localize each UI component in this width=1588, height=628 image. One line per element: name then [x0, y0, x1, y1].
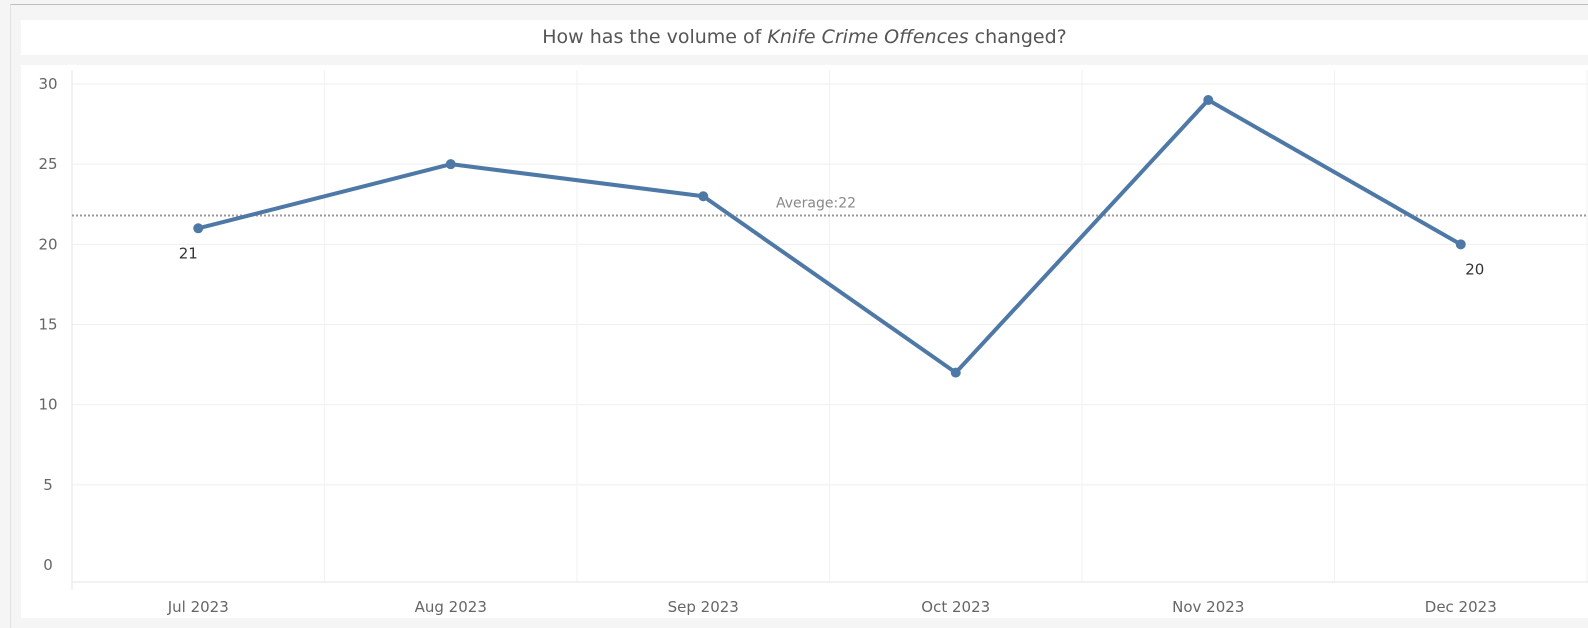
axes: 0 5 10 15 20 25 30 Jul 2023 Aug 2023 Sep 2023 Oct …: [38, 70, 1588, 616]
data-point: [193, 223, 204, 234]
y-tick-label: 25: [38, 155, 57, 173]
x-tick-label: Aug 2023: [415, 598, 487, 616]
x-tick-label: Oct 2023: [921, 598, 990, 616]
y-tick-label: 5: [43, 476, 53, 494]
chart-title-emphasis: Knife Crime Offences: [767, 26, 969, 48]
data-point: [1203, 95, 1214, 106]
y-tick-label: 10: [38, 396, 57, 414]
y-tick-label: 20: [38, 235, 57, 253]
x-tick-label: Jul 2023: [167, 598, 229, 616]
chart-title-prefix: How has the volume of: [542, 26, 768, 48]
x-tick-label: Sep 2023: [668, 598, 739, 616]
data-labels-group: 21 20: [179, 244, 1485, 278]
x-tick-label: Nov 2023: [1172, 598, 1244, 616]
plot-panel: [21, 65, 1588, 618]
series-group: [193, 95, 1466, 378]
data-point: [1455, 239, 1466, 250]
gridlines: [71, 70, 1588, 582]
data-point: [950, 367, 961, 378]
data-point: [445, 159, 456, 170]
reference-line-group: Average:22: [72, 195, 1588, 217]
y-tick-label: 30: [38, 75, 57, 93]
chart-title: How has the volume of Knife Crime Offenc…: [21, 20, 1588, 55]
x-tick-label: Dec 2023: [1425, 598, 1497, 616]
y-tick-label: 15: [38, 316, 57, 334]
average-reference-label: Average:22: [776, 195, 856, 211]
y-tick-label: 0: [43, 556, 53, 574]
data-label: 21: [179, 244, 198, 262]
chart-title-suffix: changed?: [968, 26, 1067, 48]
data-point: [698, 191, 709, 202]
data-label: 20: [1465, 260, 1484, 278]
series-line: [196, 98, 1463, 375]
